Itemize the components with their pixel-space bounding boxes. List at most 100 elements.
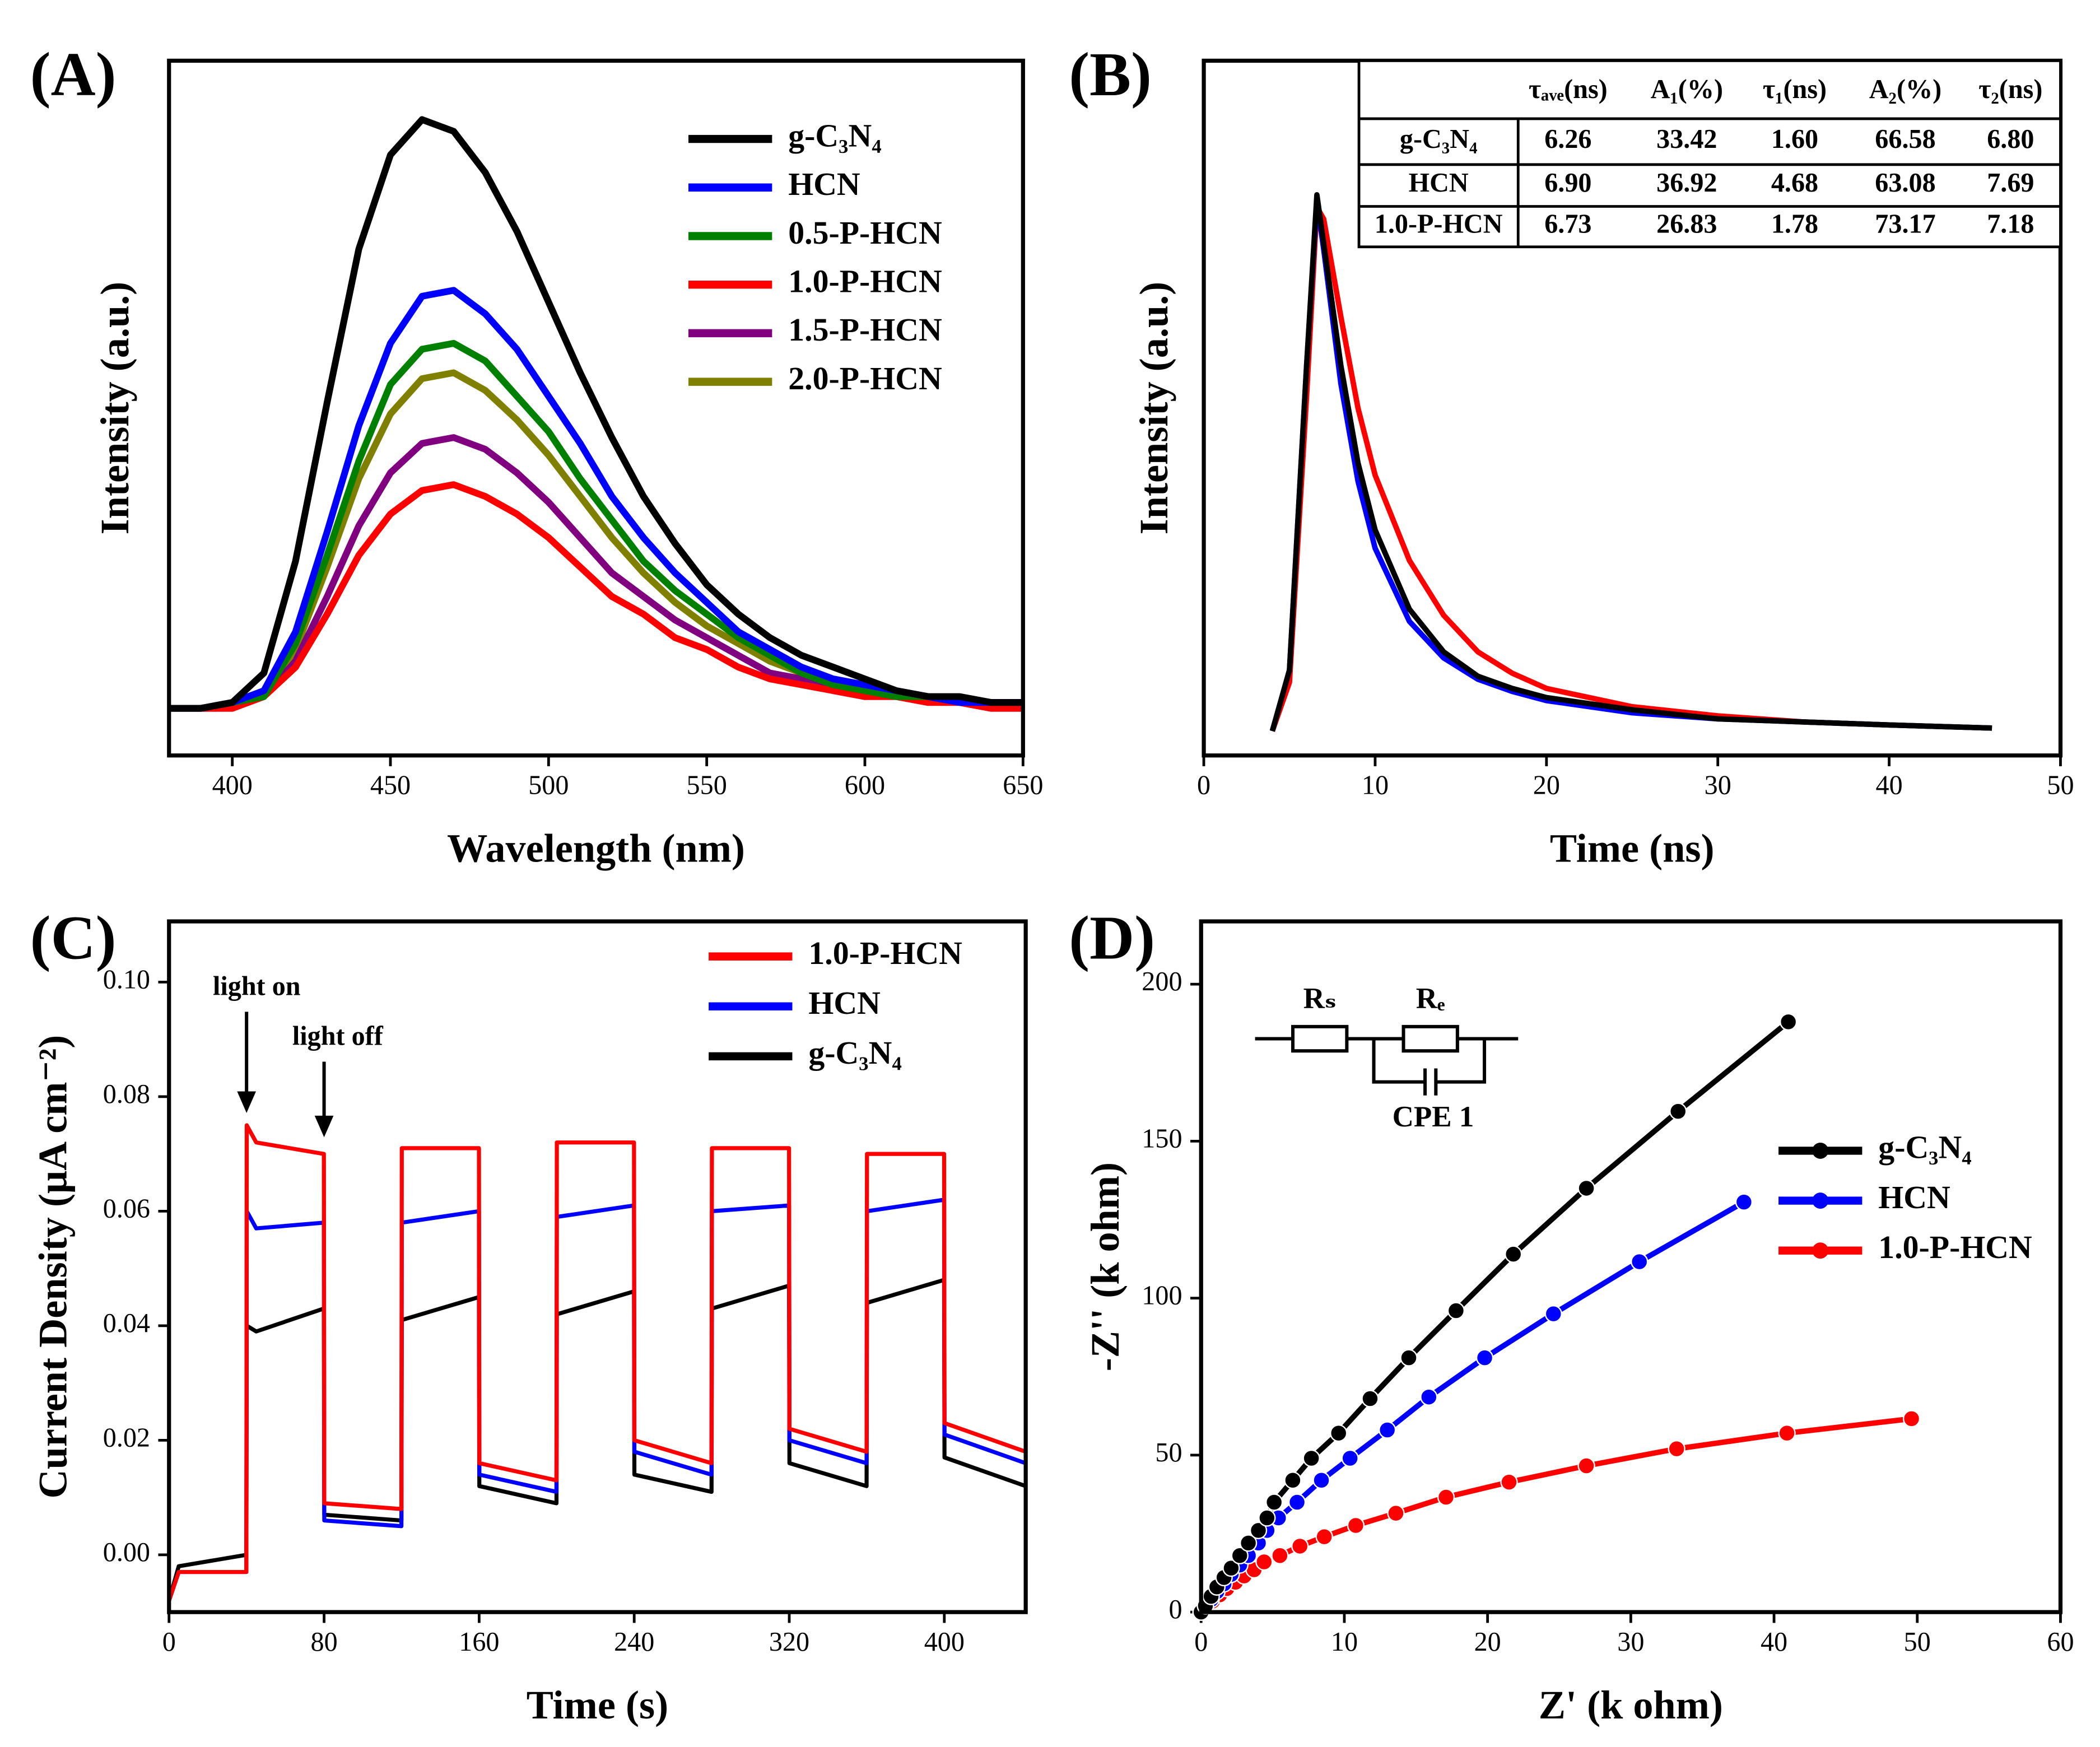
x-tick-label: 240 [614,1627,654,1657]
x-axis-label: Z' (k ohm) [1539,1683,1723,1727]
table-header: τ₁(ns) [1763,74,1827,104]
series-line [169,116,1023,712]
x-tick-label: 0 [1197,771,1210,800]
series-marker [1239,1534,1258,1552]
x-tick-label: 0 [162,1627,176,1657]
series-line [1269,192,1992,732]
x-tick-label: 20 [1533,771,1560,800]
legend-label: 2.0-P-HCN [788,360,942,397]
y-tick-label: 100 [1142,1281,1182,1311]
x-tick-label: 40 [1761,1627,1787,1657]
series-marker [1361,1390,1379,1408]
capacitor [1423,1068,1438,1096]
table-cell: 6.73 [1544,209,1591,239]
series-line [169,1123,1026,1601]
y-tick-label: 0.08 [103,1079,150,1109]
series-marker [1420,1388,1438,1406]
x-tick-label: 20 [1474,1627,1501,1657]
legend-label: 1.0-P-HCN [788,263,942,299]
legend-label: HCN [788,166,860,202]
table-cell: 36.92 [1656,168,1717,198]
y-axis-label: Current Density (μA cm⁻²) [30,1035,75,1499]
table-cell: 6.90 [1544,168,1591,198]
x-tick-label: 10 [1362,771,1389,800]
series-marker [1249,1521,1268,1540]
legend-marker [1812,1192,1829,1209]
legend-label: 1.0-P-HCN [808,935,962,971]
arrow-head [237,1091,257,1114]
legend-label: 1.0-P-HCN [1878,1229,2032,1265]
legend-label: HCN [1878,1179,1950,1215]
x-tick-label: 400 [924,1627,965,1657]
plot-frame [167,919,1028,1614]
circuit-label: Rₛ [1303,982,1337,1014]
y-axis-label: -Z'' (k ohm) [1083,1162,1128,1371]
series-marker [1475,1349,1494,1367]
y-axis-label: Intensity (a.u.) [92,282,137,535]
table-row-label: 1.0-P-HCN [1375,209,1503,239]
circuit-label: CPE 1 [1393,1101,1474,1133]
series-marker [1265,1493,1283,1511]
series-marker [1668,1440,1685,1458]
series-marker [1347,1516,1365,1535]
series-marker [1379,1421,1396,1439]
table-header: A₂(%) [1869,74,1941,104]
table-cell: 6.26 [1544,124,1591,154]
y-tick-label: 200 [1142,967,1182,996]
series-marker [1341,1449,1359,1468]
panel-label: (B) [1069,40,1152,109]
x-axis-label: Time (s) [527,1683,669,1727]
series-marker [1312,1471,1330,1489]
table-row-label: HCN [1409,168,1469,198]
table-header: τ₂(ns) [1978,74,2042,104]
table-frame [1357,59,2062,249]
x-tick-label: 30 [1617,1627,1644,1657]
series-marker [1577,1457,1595,1475]
legend-label: g-C₃N₄ [788,117,881,153]
table-cell: 6.80 [1987,124,2034,154]
table-cell: 7.69 [1987,168,2034,198]
resistor [1401,1024,1459,1053]
y-tick-label: 150 [1142,1124,1182,1153]
x-tick-label: 60 [2047,1627,2074,1657]
x-tick-label: 320 [769,1627,809,1657]
x-tick-label: 10 [1331,1627,1358,1657]
table-cell: 4.68 [1771,168,1818,198]
x-axis-label: Time (ns) [1550,826,1715,871]
legend-marker [1812,1142,1829,1159]
series-marker [1669,1102,1687,1120]
y-tick-label: 0 [1168,1595,1182,1624]
series-marker [1284,1471,1302,1489]
y-axis-label: Intensity (a.u.) [1132,282,1176,535]
table-cell: 73.17 [1875,209,1935,239]
series-marker [1631,1252,1649,1271]
series-marker [1902,1410,1921,1428]
circuit-wire [1255,1037,1519,1084]
y-tick-label: 0.00 [103,1538,150,1567]
series-marker [1258,1509,1276,1527]
y-tick-label: 50 [1155,1438,1182,1468]
series-marker [1577,1179,1595,1198]
panel-label: (A) [30,40,117,109]
x-tick-label: 50 [1904,1627,1931,1657]
legend-marker [1812,1242,1829,1259]
series-marker [1778,1424,1796,1442]
series-marker [1330,1424,1348,1442]
table-cell: 7.18 [1987,209,2034,239]
table-header: τₐᵥₑ(ns) [1529,74,1608,104]
annotation: light on [213,971,301,1001]
table-cell: 33.42 [1656,124,1717,154]
table-row-label: g-C₃N₄ [1400,124,1478,154]
legend-label: g-C₃N₄ [808,1035,901,1071]
x-tick-label: 500 [528,771,569,800]
table-header: A₁(%) [1651,74,1723,104]
series-marker [1437,1488,1455,1506]
series-marker [1302,1449,1320,1468]
series-marker [1544,1305,1562,1323]
series-marker [1779,1013,1798,1031]
series-marker [1505,1245,1522,1263]
y-tick-label: 0.10 [103,965,150,994]
x-tick-label: 50 [2047,771,2074,800]
table-cell: 63.08 [1875,168,1935,198]
